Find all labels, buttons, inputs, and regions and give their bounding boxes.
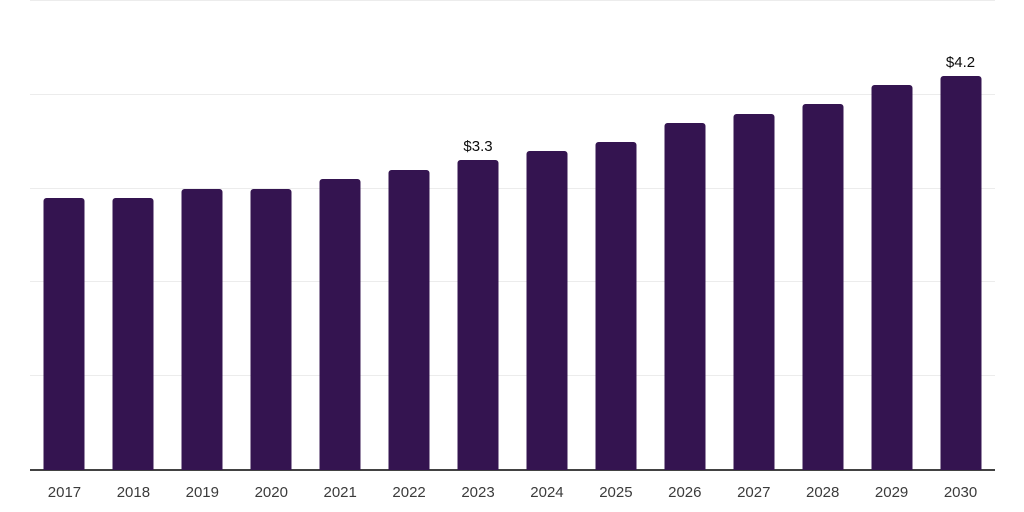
bar-2023 [457,160,499,470]
bar-2024 [526,151,568,470]
x-tick-2023: 2023 [461,484,495,501]
bar-2028 [802,104,844,470]
bar-2025 [595,141,637,470]
bar-2020 [250,188,292,470]
bar-2022 [388,169,430,470]
x-tick-2019: 2019 [185,484,219,501]
x-tick-2029: 2029 [874,484,909,501]
gridline-3 [30,187,995,189]
x-tick-2022: 2022 [392,484,426,501]
x-tick-2025: 2025 [599,484,633,501]
x-tick-2024: 2024 [530,484,564,501]
data-label-2023: $3.3 [463,138,493,156]
gridline-1 [30,375,995,377]
x-tick-2026: 2026 [668,484,702,501]
x-axis-labels: 2017 2018 2019 2020 2021 2022 2023 2024 2025 2026… [0,484,1024,504]
gridline-2 [30,281,995,283]
x-tick-2028: 2028 [805,484,840,501]
bar-2027 [733,113,775,470]
plot-area: $3.3 $4.2 [30,0,995,471]
x-tick-2021: 2021 [323,484,357,501]
x-tick-2018: 2018 [116,484,151,501]
bar-2029 [871,85,913,470]
bar-2030 [940,76,982,470]
bar-2026 [664,122,706,470]
bar-2019 [181,188,223,470]
x-tick-2017: 2017 [47,484,82,501]
gridline-5 [30,0,995,1]
bar-2021 [319,179,361,470]
data-label-2030: $4.2 [945,54,976,72]
x-tick-2020: 2020 [254,484,288,501]
x-tick-2030: 2030 [943,484,978,501]
bar-2018 [112,197,154,470]
bar-2017 [43,197,85,470]
gridline-4 [30,93,995,95]
x-axis-line [30,469,995,471]
x-tick-2027: 2027 [737,484,771,501]
